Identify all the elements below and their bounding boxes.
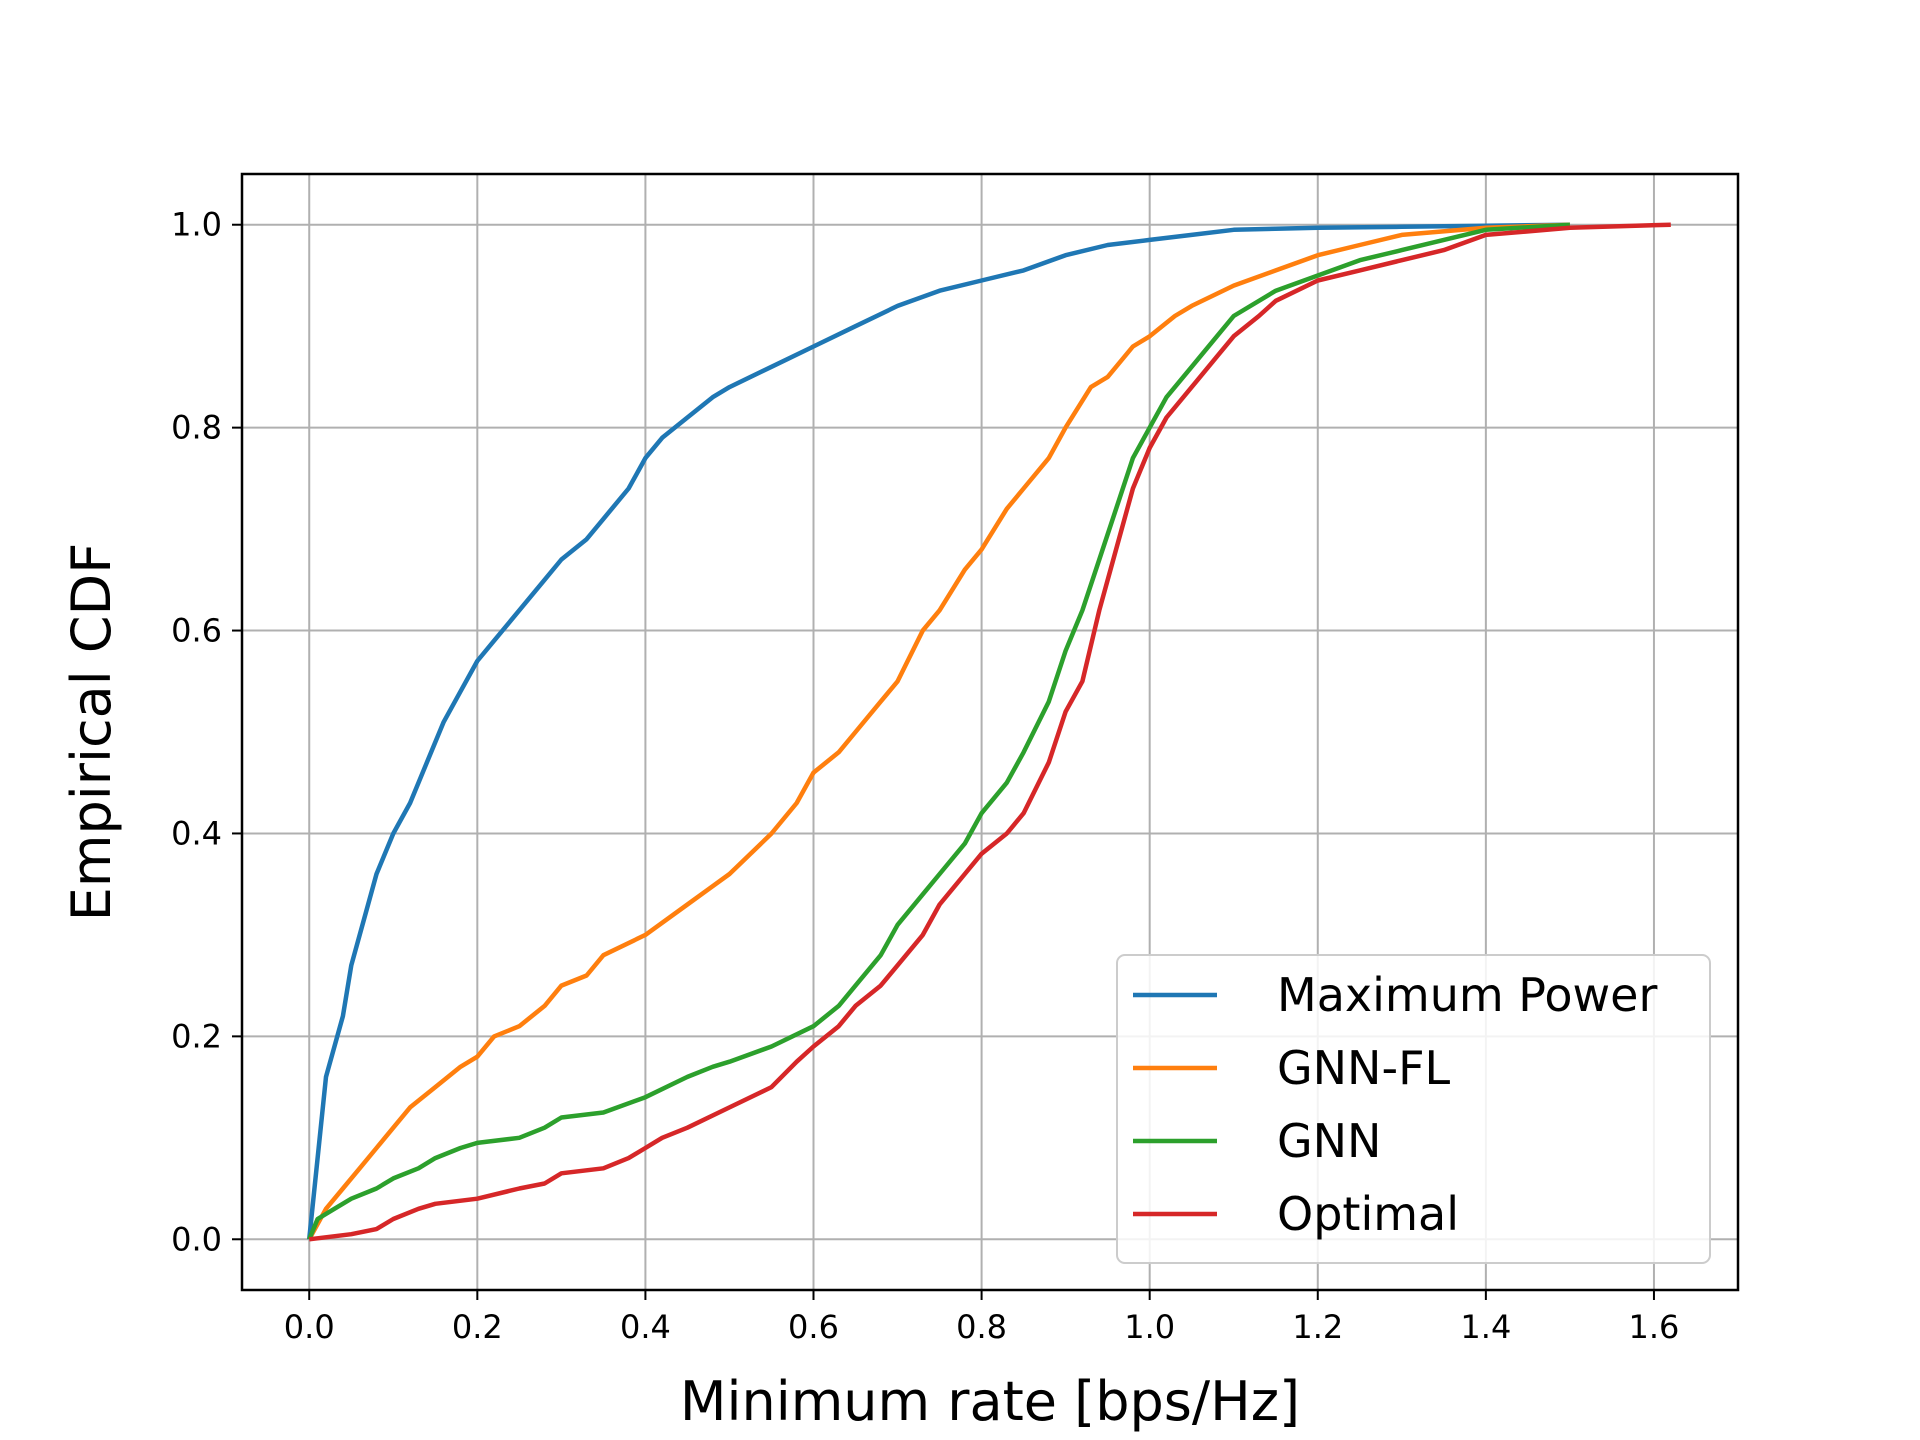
y-tick-label: 1.0: [171, 206, 222, 244]
x-tick-label: 0.4: [620, 1308, 671, 1346]
x-tick-label: 1.2: [1292, 1308, 1343, 1346]
x-tick-label: 1.6: [1629, 1308, 1680, 1346]
legend-label: GNN-FL: [1277, 1041, 1451, 1095]
y-tick-label: 0.0: [171, 1220, 222, 1258]
series-line-gnn-fl: [307, 222, 1570, 1241]
y-tick-label: 0.6: [171, 612, 222, 650]
legend-label: Maximum Power: [1277, 968, 1657, 1022]
x-axis-label: Minimum rate [bps/Hz]: [680, 1370, 1300, 1433]
y-tick-label: 0.8: [171, 409, 222, 447]
plot-frame: [240, 172, 1740, 1292]
x-tick-label: 1.0: [1124, 1308, 1175, 1346]
x-tick-label: 0.2: [452, 1308, 503, 1346]
legend: Maximum Power GNN-FL GNN Optimal: [1116, 954, 1711, 1264]
series-lines: [306, 222, 1671, 1242]
y-tick-label: 0.2: [171, 1017, 222, 1055]
series-line-maximum-power: [306, 222, 1570, 1240]
legend-box: [1116, 954, 1711, 1264]
x-tick-label: 1.4: [1460, 1308, 1511, 1346]
axis-ticks: 0.0 0.2 0.4 0.6 0.8 1.0 1.2 1.4 1.6 0.0 0.2 0.4 0.6 0…: [171, 206, 1679, 1346]
y-tick-label: 0.4: [171, 814, 222, 852]
series-line-optimal: [308, 222, 1671, 1242]
legend-label: GNN: [1277, 1114, 1381, 1168]
legend-label: Optimal: [1277, 1187, 1459, 1241]
x-tick-label: 0.0: [284, 1308, 335, 1346]
x-tick-label: 0.6: [788, 1308, 839, 1346]
series-line-gnn: [307, 222, 1571, 1241]
y-axis-label: Empirical CDF: [60, 543, 123, 922]
x-tick-label: 0.8: [956, 1308, 1007, 1346]
